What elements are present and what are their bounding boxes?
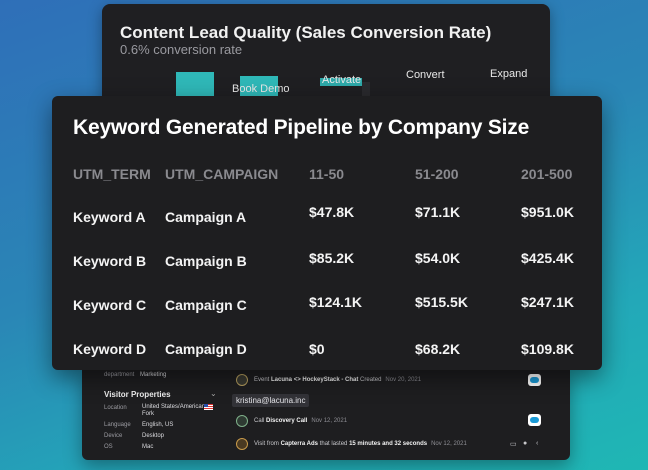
cell-51-200: $71.1K (415, 204, 461, 220)
visit-date: Nov 12, 2021 (431, 441, 467, 447)
event-date: Nov 20, 2021 (385, 377, 422, 383)
cell-51-200: $515.5K (415, 294, 468, 310)
column-header-utm-campaign[interactable]: UTM_CAMPAIGN (165, 166, 279, 182)
cell-utm-term: Keyword A (73, 209, 146, 225)
apple-icon: ● (523, 440, 528, 447)
property-value-os: Mac (142, 444, 154, 450)
table-title: Keyword Generated Pipeline by Company Si… (73, 116, 530, 139)
cell-11-50: $85.2K (309, 250, 355, 266)
salesforce-icon (528, 374, 541, 386)
property-label-language: Language (104, 422, 131, 428)
event-prefix: Event (254, 377, 272, 383)
us-flag-icon (204, 404, 213, 410)
pipeline-table-card: Keyword Generated Pipeline by Company Si… (52, 96, 602, 370)
funnel-card: Content Lead Quality (Sales Conversion R… (102, 4, 550, 108)
cell-utm-campaign: Campaign D (165, 341, 247, 357)
funnel-bar-3 (320, 78, 362, 86)
cell-utm-campaign: Campaign A (165, 209, 247, 225)
cell-utm-term: Keyword B (73, 253, 147, 269)
funnel-stage-convert: Convert (406, 69, 445, 81)
chevron-left-icon[interactable]: ‹ (536, 440, 539, 447)
funnel-subtitle: 0.6% conversion rate (120, 42, 243, 57)
call-prefix: Call (254, 418, 267, 424)
property-value-language: English, US (142, 422, 174, 428)
department-label: department (104, 372, 135, 378)
visitor-properties-title: Visitor Properties (104, 390, 171, 399)
column-header-11-50[interactable]: 11-50 (309, 166, 345, 182)
cell-utm-campaign: Campaign B (165, 253, 247, 269)
property-value-device: Desktop (142, 433, 165, 439)
funnel-stage-expand: Expand (490, 68, 528, 80)
property-label-os: OS (104, 444, 113, 450)
event-name: Lacuna <> HockeyStack - Chat (271, 377, 359, 383)
cell-11-50: $124.1K (309, 294, 362, 310)
cell-201-500: $109.8K (521, 341, 574, 357)
funnel-bar-2 (240, 76, 278, 98)
event-suffix: Created (358, 377, 382, 383)
event-row-chat[interactable]: Event Lacuna <> HockeyStack - Chat Creat… (254, 377, 421, 383)
cell-51-200: $68.2K (415, 341, 461, 357)
capterra-icon (236, 438, 248, 450)
visit-source: Capterra Ads (280, 441, 319, 447)
visitor-card: department Marketing Visitor Properties … (82, 368, 570, 460)
phone-icon (236, 415, 248, 427)
call-date: Nov 12, 2021 (311, 418, 348, 424)
property-label-device: Device (104, 433, 123, 439)
cell-utm-term: Keyword C (73, 297, 147, 313)
cell-11-50: $0 (309, 341, 325, 357)
funnel-bar-1 (176, 72, 214, 98)
cell-utm-campaign: Campaign C (165, 297, 247, 313)
cell-11-50: $47.8K (309, 204, 355, 220)
cell-201-500: $951.0K (521, 204, 574, 220)
column-header-utm-term[interactable]: UTM_TERM (73, 166, 151, 182)
visit-prefix: Visit from (254, 441, 281, 447)
cell-utm-term: Keyword D (73, 341, 147, 357)
column-header-201-500[interactable]: 201-500 (521, 166, 573, 182)
visitor-email[interactable]: kristina@lacuna.inc (232, 394, 310, 407)
event-row-call[interactable]: Call Discovery Call Nov 12, 2021 (254, 418, 347, 424)
cell-51-200: $54.0K (415, 250, 461, 266)
event-row-visit[interactable]: Visit from Capterra Ads that lasted 15 m… (254, 441, 467, 447)
funnel-stage-book-demo: Book Demo (232, 83, 290, 95)
visit-middle: that lasted (318, 441, 350, 447)
funnel-title: Content Lead Quality (Sales Conversion R… (120, 23, 492, 42)
event-icon (236, 374, 248, 386)
cell-201-500: $425.4K (521, 250, 574, 266)
column-header-51-200[interactable]: 51-200 (415, 166, 459, 182)
funnel-stage-activate: Activate (322, 74, 362, 86)
property-value-location: United States/American (142, 404, 206, 410)
property-label-location: Location (104, 405, 127, 411)
chevron-down-icon[interactable]: ⌄ (210, 389, 217, 398)
property-value-location-2: Fork (142, 411, 154, 417)
desktop-icon: ▭ (510, 441, 517, 448)
funnel-bar-4 (362, 82, 370, 98)
salesforce-icon (528, 414, 541, 426)
visit-duration: 15 minutes and 32 seconds (349, 441, 428, 447)
call-name: Discovery Call (266, 418, 308, 424)
department-value: Marketing (140, 372, 167, 378)
cell-201-500: $247.1K (521, 294, 574, 310)
